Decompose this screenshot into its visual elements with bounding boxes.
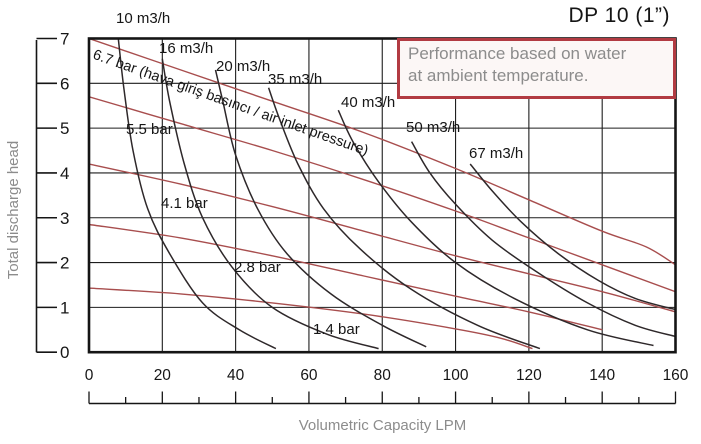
curve-50-m3-h (410, 141, 676, 338)
curve-1-4-bar (89, 287, 533, 350)
curve-label-35-m3-h: 35 m3/h (268, 71, 323, 88)
x-tick-label-20: 20 (154, 367, 172, 384)
curve-label-20-m3-h: 20 m3/h (216, 58, 271, 75)
x-tick-label-160: 160 (663, 367, 689, 384)
y-tick-label-3: 3 (60, 209, 69, 228)
y-tick-label-2: 2 (60, 254, 69, 273)
x-tick-label-60: 60 (300, 367, 318, 384)
y-tick-label-1: 1 (60, 298, 69, 317)
curve-2-8-bar (89, 223, 603, 331)
curve-40-m3-h (337, 109, 654, 347)
curve-16-m3-h (161, 58, 379, 350)
curve-label-4-1-bar: 4.1 bar (161, 195, 208, 212)
x-tick-label-100: 100 (443, 367, 469, 384)
x-tick-label-40: 40 (227, 367, 245, 384)
x-tick-label-120: 120 (516, 367, 542, 384)
curve-10-m3-h (117, 38, 277, 350)
curve-label-16-m3-h: 16 m3/h (159, 40, 214, 57)
y-tick-label-0: 0 (60, 343, 69, 362)
y-tick-label-6: 6 (60, 74, 69, 93)
curve-label-40-m3-h: 40 m3/h (341, 94, 396, 111)
curve-label-10-m3-h: 10 m3/h (116, 10, 171, 27)
y-tick-label-4: 4 (60, 164, 69, 183)
plot-border (87, 37, 677, 354)
curve-5-5-bar (89, 96, 676, 293)
curve-6-7-bar (89, 38, 676, 266)
performance-note-box: Performance based on water at ambient te… (397, 38, 676, 99)
x-tick-label-80: 80 (374, 367, 392, 384)
curve-20-m3-h (214, 69, 427, 348)
y-axis-title: Total discharge head (5, 140, 22, 280)
curve-label-1-4-bar: 1.4 bar (313, 321, 360, 338)
x-axis-title: Volumetric Capacity LPM (298, 417, 467, 434)
curve-label-67-m3-h: 67 m3/h (469, 145, 524, 162)
x-tick-label-0: 0 (85, 367, 94, 384)
curve-label-50-m3-h: 50 m3/h (406, 119, 461, 136)
performance-note-line1: Performance based on water (408, 44, 627, 63)
curve-label-5-5-bar: 5.5 bar (126, 121, 173, 138)
y-tick-label-5: 5 (60, 119, 69, 138)
curve-4-1-bar (89, 163, 676, 313)
x-tick-label-140: 140 (589, 367, 615, 384)
curve-67-m3-h (469, 163, 676, 311)
y-tick-label-7: 7 (60, 30, 69, 49)
chart-title: DP 10 (1”) (568, 4, 670, 27)
performance-note-line2: at ambient temperature. (408, 65, 589, 85)
curve-35-m3-h (267, 87, 541, 350)
curve-label-2-8-bar: 2.8 bar (234, 259, 281, 276)
